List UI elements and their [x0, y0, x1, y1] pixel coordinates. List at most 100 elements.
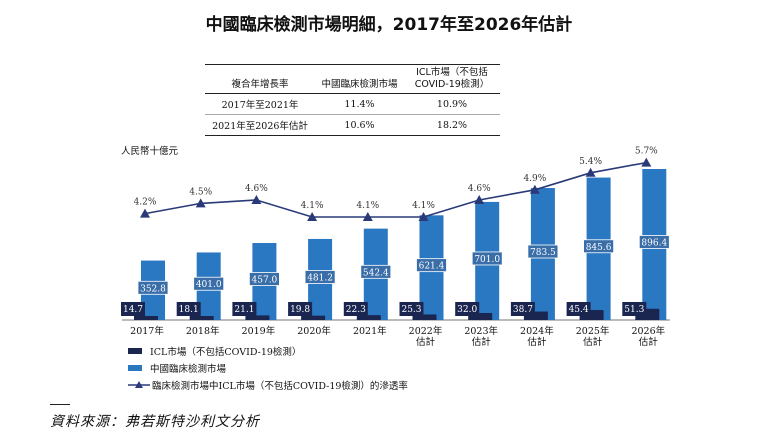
category-label: 2017年	[130, 325, 164, 337]
icl-value-label: 14.7	[123, 305, 143, 315]
cagr-period: 2021年至2026年估計	[205, 114, 315, 136]
category-label: 2025年	[576, 325, 610, 337]
icl-label-box	[510, 302, 535, 316]
penetration-label: 4.6%	[245, 184, 268, 194]
cagr-row: 2021年至2026年估計 10.6% 18.2%	[205, 114, 500, 136]
bar-icl	[635, 308, 660, 320]
penetration-label: 5.7%	[635, 147, 658, 157]
unit-label: 人民幣十億元	[121, 146, 179, 157]
penetration-marker	[418, 212, 429, 221]
legend-pen-marker	[128, 381, 150, 388]
cagr-header-icl: ICL市場（不包括COVID-19檢測）	[404, 64, 500, 94]
icl-label-box	[288, 302, 313, 316]
penetration-label: 4.1%	[412, 201, 435, 211]
icl-label-box	[566, 302, 591, 316]
icl-value-label: 51.3	[624, 305, 644, 315]
cagr-table: 複合年增長率 中國臨床檢測市場 ICL市場（不包括COVID-19檢測） 201…	[205, 64, 500, 136]
total-label-box	[527, 244, 559, 259]
penetration-marker	[474, 195, 485, 204]
icl-value-label: 38.7	[513, 305, 533, 315]
icl-value-label: 22.3	[346, 305, 366, 315]
penetration-marker	[585, 167, 596, 177]
penetration-label: 4.2%	[134, 198, 157, 208]
total-value-label: 352.8	[140, 284, 166, 294]
chart-title: 中國臨床檢測市場明細，2017年至2026年估計	[205, 15, 573, 35]
legend-icl: ICL市場（不包括COVID-19檢測）	[128, 344, 301, 358]
icl-label-box	[399, 302, 424, 316]
total-value-label: 701.0	[474, 255, 500, 265]
cagr-icl: 18.2%	[404, 114, 500, 136]
bar-icl	[245, 315, 270, 320]
penetration-marker	[529, 184, 540, 194]
penetration-label: 4.5%	[189, 187, 212, 197]
category-label: 2022年	[409, 325, 443, 337]
total-value-label: 542.4	[363, 268, 389, 278]
cagr-row: 2017年至2021年 11.4% 10.9%	[205, 93, 500, 115]
icl-label-box	[121, 302, 145, 316]
icl-label-box	[232, 302, 257, 316]
category-label: 估計	[639, 336, 659, 348]
penetration-label: 4.1%	[301, 201, 324, 211]
icl-value-label: 19.8	[290, 305, 310, 315]
total-value-label: 457.0	[252, 276, 278, 286]
category-label: 2019年	[242, 325, 276, 337]
category-label: 2024年	[520, 325, 554, 337]
icl-value-label: 18.1	[179, 305, 199, 315]
category-label: 估計	[472, 336, 492, 348]
category-label: 2023年	[464, 325, 498, 337]
total-label-box	[193, 276, 225, 291]
bar-icl	[134, 316, 158, 320]
icl-label-box	[455, 302, 480, 316]
penetration-marker	[307, 212, 318, 221]
total-value-label: 621.4	[419, 262, 445, 272]
bar-icl	[301, 315, 326, 320]
category-label: 2018年	[186, 325, 220, 337]
total-value-label: 845.6	[586, 243, 612, 253]
total-value-label: 481.2	[307, 273, 333, 283]
icl-value-label: 21.1	[234, 305, 254, 315]
icl-label-box	[176, 302, 201, 316]
legend-pen: 臨床檢測市場中ICL市場（不包括COVID-19檢測）的滲透率	[128, 378, 408, 392]
legend-total-swatch	[128, 365, 142, 371]
cagr-header-total: 中國臨床檢測市場	[315, 64, 404, 94]
legend-pen-label: 臨床檢測市場中ICL市場（不包括COVID-19檢測）的滲透率	[152, 381, 408, 392]
total-value-label: 896.4	[641, 239, 667, 249]
category-label: 2021年	[353, 325, 387, 337]
icl-label-box	[622, 302, 647, 316]
category-label: 估計	[416, 336, 436, 348]
icl-value-label: 32.0	[457, 305, 477, 315]
market-chart: 352.8 14.7 2017年 401.0 18.1 2018年 457.0 21.1 201…	[121, 147, 670, 348]
legend-icl-swatch	[128, 348, 142, 354]
cagr-period: 2017年至2021年	[205, 93, 315, 115]
legend-total-label: 中國臨床檢測市場	[150, 364, 227, 375]
legend-icl-label: ICL市場（不包括COVID-19檢測）	[150, 347, 302, 358]
penetration-marker	[362, 212, 373, 221]
icl-value-label: 45.4	[569, 305, 589, 315]
cagr-total: 11.4%	[315, 93, 404, 115]
icl-value-label: 25.3	[401, 305, 421, 315]
penetration-marker	[251, 195, 262, 204]
total-label-box	[638, 235, 670, 249]
cagr-icl: 10.9%	[404, 93, 500, 115]
category-label: 估計	[583, 336, 603, 348]
penetration-marker	[140, 208, 150, 218]
cagr-header-label: 複合年增長率	[205, 64, 315, 94]
bar-icl	[523, 311, 548, 320]
bar-icl	[468, 312, 493, 320]
penetration-label: 4.1%	[356, 201, 379, 211]
penetration-label: 4.6%	[468, 184, 491, 194]
total-label-box	[137, 280, 169, 295]
category-label: 估計	[527, 336, 547, 348]
total-value-label: 783.5	[530, 248, 556, 258]
total-value-label: 401.0	[196, 280, 222, 290]
total-label-box	[471, 251, 503, 266]
penetration-marker	[641, 157, 652, 167]
legend-total: 中國臨床檢測市場	[128, 361, 226, 375]
cagr-total: 10.6%	[315, 114, 404, 136]
icl-label-box	[343, 302, 368, 316]
total-label-box	[248, 272, 280, 286]
source-note: 資料來源：弗若斯特沙利文分析	[50, 414, 260, 430]
category-label: 2026年	[631, 325, 665, 337]
bar-icl	[356, 315, 381, 320]
penetration-label: 4.9%	[523, 174, 546, 184]
